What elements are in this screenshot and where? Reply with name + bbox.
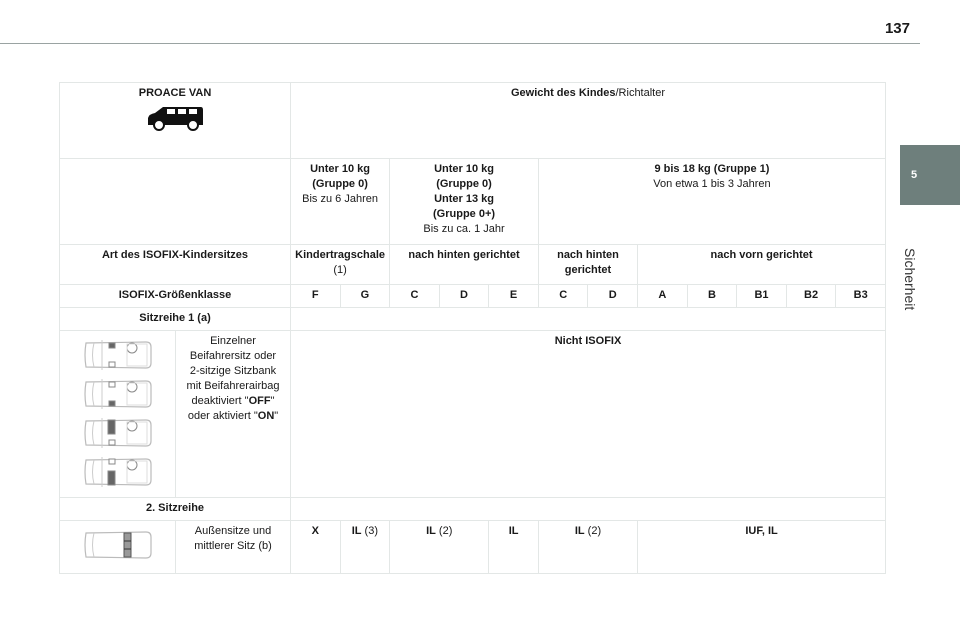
chapter-tab[interactable]: 5: [900, 145, 960, 205]
row2-header: 2. Sitzreihe: [59, 497, 291, 521]
type-cell: nach hinten gerichtet: [537, 244, 639, 285]
desc-line: oder aktiviert "ON": [178, 409, 288, 424]
chapter-number: 5: [911, 169, 918, 181]
header-divider: [0, 43, 920, 44]
vehicle-cell: PROACE VAN: [59, 82, 291, 159]
size-class-cell: C: [389, 284, 440, 308]
weight-header-bold: Gewicht des Kindes: [510, 87, 616, 99]
size-class-cell: G: [339, 284, 391, 308]
size-class-cell: B1: [736, 284, 787, 308]
group-age: Bis zu 6 Jahren: [302, 193, 378, 205]
desc-text: oder aktiviert ": [187, 410, 258, 422]
desc-line: Außensitze und: [194, 525, 272, 537]
compat-code: IUF, IL: [745, 525, 778, 537]
desc-line: 2-sitzige Sitzbank: [189, 365, 277, 377]
compat-cell: IUF, IL: [637, 520, 886, 574]
type-text: gerichtet: [564, 264, 612, 276]
compat-code: IL: [351, 525, 362, 537]
size-class-cell: A: [637, 284, 688, 308]
compat-note: (2): [435, 525, 453, 537]
row1-value: Nicht ISOFIX: [290, 330, 886, 498]
group-0plus-cell: Unter 10 kg (Gruppe 0) Unter 13 kg (Grup…: [389, 158, 539, 245]
type-cell: nach hinten gerichtet: [389, 244, 539, 285]
type-cell: Kindertragschale (1): [289, 244, 391, 285]
page-number: 137: [884, 20, 910, 37]
group-age: Von etwa 1 bis 3 Jahren: [653, 178, 771, 190]
group-text: Unter 10 kg: [310, 163, 371, 175]
size-class-cell: E: [488, 284, 539, 308]
desc-off: OFF: [248, 395, 271, 407]
type-cell: nach vorn gerichtet: [637, 244, 886, 285]
seat-layout-diagram: [83, 340, 152, 370]
seat-layout-diagram: [83, 379, 152, 409]
desc-text: ": [270, 395, 275, 407]
desc-line: Beifahrersitz oder: [189, 350, 277, 362]
empty-cell: [290, 497, 886, 521]
desc-line: Einzelner: [210, 335, 256, 347]
row1-diagrams: [59, 330, 176, 498]
row2-desc: Außensitze und mittlerer Sitz (b): [175, 520, 291, 574]
chapter-label: Sicherheit: [902, 248, 918, 311]
van-icon: [148, 107, 203, 131]
type-text: Kindertragschale: [295, 249, 386, 261]
type-label: Art des ISOFIX-Kindersitzes: [59, 244, 291, 285]
group-text: Unter 10 kg: [434, 163, 494, 175]
size-class-cell: D: [438, 284, 490, 308]
compat-code: IL: [426, 525, 436, 537]
compat-cell: IL (2): [537, 520, 639, 574]
desc-line: mittlerer Sitz (b): [194, 540, 272, 552]
weight-header-rest: /Richtalter: [615, 87, 666, 99]
isofix-table: PROACE VAN Gewicht des Kindes/Richtalter…: [59, 82, 887, 574]
desc-line: mit Beifahrerairbag: [186, 380, 280, 392]
row1-desc: Einzelner Beifahrersitz oder 2-sitzige S…: [175, 330, 291, 498]
weight-header: Gewicht des Kindes/Richtalter: [290, 82, 886, 159]
desc-on: ON: [257, 410, 275, 422]
size-class-cell: C: [537, 284, 589, 308]
group-1-cell: 9 bis 18 kg (Gruppe 1) Von etwa 1 bis 3 …: [537, 158, 887, 245]
compat-note: (3): [361, 525, 378, 537]
compat-cell: IL: [488, 520, 539, 574]
compat-code: IL: [574, 525, 585, 537]
size-class-cell: D: [587, 284, 639, 308]
seat-layout-diagram: [83, 457, 152, 487]
type-note: (1): [333, 264, 347, 276]
group-text: (Gruppe 0): [312, 178, 368, 190]
compat-cell: X: [290, 520, 341, 574]
seat-layout-diagram: [83, 531, 152, 559]
size-class-cell: F: [290, 284, 341, 308]
empty-cell: [59, 158, 291, 245]
row2-diagram: [59, 520, 176, 574]
size-label: ISOFIX-Größenklasse: [59, 284, 291, 308]
group-0-cell: Unter 10 kg (Gruppe 0) Bis zu 6 Jahren: [289, 158, 391, 245]
desc-line: deaktiviert "OFF": [178, 394, 288, 409]
type-text: nach hinten: [557, 249, 619, 261]
compat-cell: IL (3): [339, 520, 391, 574]
seat-layout-diagram: [83, 418, 152, 448]
size-class-cell: B: [686, 284, 738, 308]
size-class-cell: B3: [835, 284, 886, 308]
compat-code: IL: [508, 525, 519, 537]
desc-text: ": [274, 410, 279, 422]
empty-cell: [290, 307, 886, 331]
group-text: Unter 13 kg: [434, 193, 494, 205]
desc-text: deaktiviert ": [191, 395, 249, 407]
vehicle-name: PROACE VAN: [138, 87, 212, 99]
group-text: (Gruppe 0+): [433, 208, 496, 220]
group-text: (Gruppe 0): [436, 178, 492, 190]
group-text: 9 bis 18 kg (Gruppe 1): [654, 163, 770, 175]
row1-header: Sitzreihe 1 (a): [59, 307, 291, 331]
compat-cell: IL (2): [389, 520, 490, 574]
group-age: Bis zu ca. 1 Jahr: [423, 223, 505, 235]
size-class-cell: B2: [785, 284, 837, 308]
compat-code: X: [311, 525, 319, 537]
compat-note: (2): [584, 525, 602, 537]
